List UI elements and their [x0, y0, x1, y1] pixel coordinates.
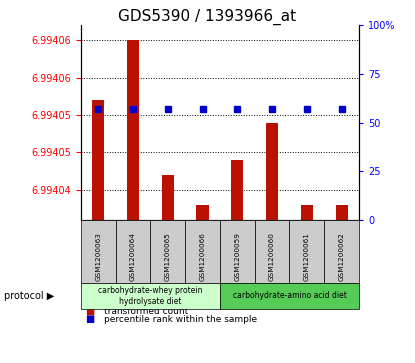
Bar	[231, 160, 244, 220]
Text: GSM1200061: GSM1200061	[304, 232, 310, 281]
Text: GDS5390 / 1393966_at: GDS5390 / 1393966_at	[118, 9, 297, 25]
Bar	[127, 40, 139, 220]
Text: percentile rank within the sample: percentile rank within the sample	[104, 315, 257, 324]
Bar	[162, 175, 174, 220]
Text: GSM1200060: GSM1200060	[269, 232, 275, 281]
Text: ■: ■	[85, 306, 94, 317]
Text: GSM1200062: GSM1200062	[339, 232, 344, 281]
Text: carbohydrate-amino acid diet: carbohydrate-amino acid diet	[232, 291, 347, 300]
Bar	[92, 100, 105, 220]
Text: transformed count: transformed count	[104, 307, 188, 316]
Text: GSM1200064: GSM1200064	[130, 232, 136, 281]
Text: protocol ▶: protocol ▶	[4, 291, 54, 301]
Bar	[335, 205, 348, 220]
Bar	[196, 205, 209, 220]
Bar	[266, 122, 278, 220]
Text: GSM1200065: GSM1200065	[165, 232, 171, 281]
Text: GSM1200063: GSM1200063	[95, 232, 101, 281]
Text: ■: ■	[85, 314, 94, 325]
Text: carbohydrate-whey protein
hydrolysate diet: carbohydrate-whey protein hydrolysate di…	[98, 286, 203, 306]
Text: GSM1200066: GSM1200066	[200, 232, 205, 281]
Text: GSM1200059: GSM1200059	[234, 232, 240, 281]
Bar	[301, 205, 313, 220]
